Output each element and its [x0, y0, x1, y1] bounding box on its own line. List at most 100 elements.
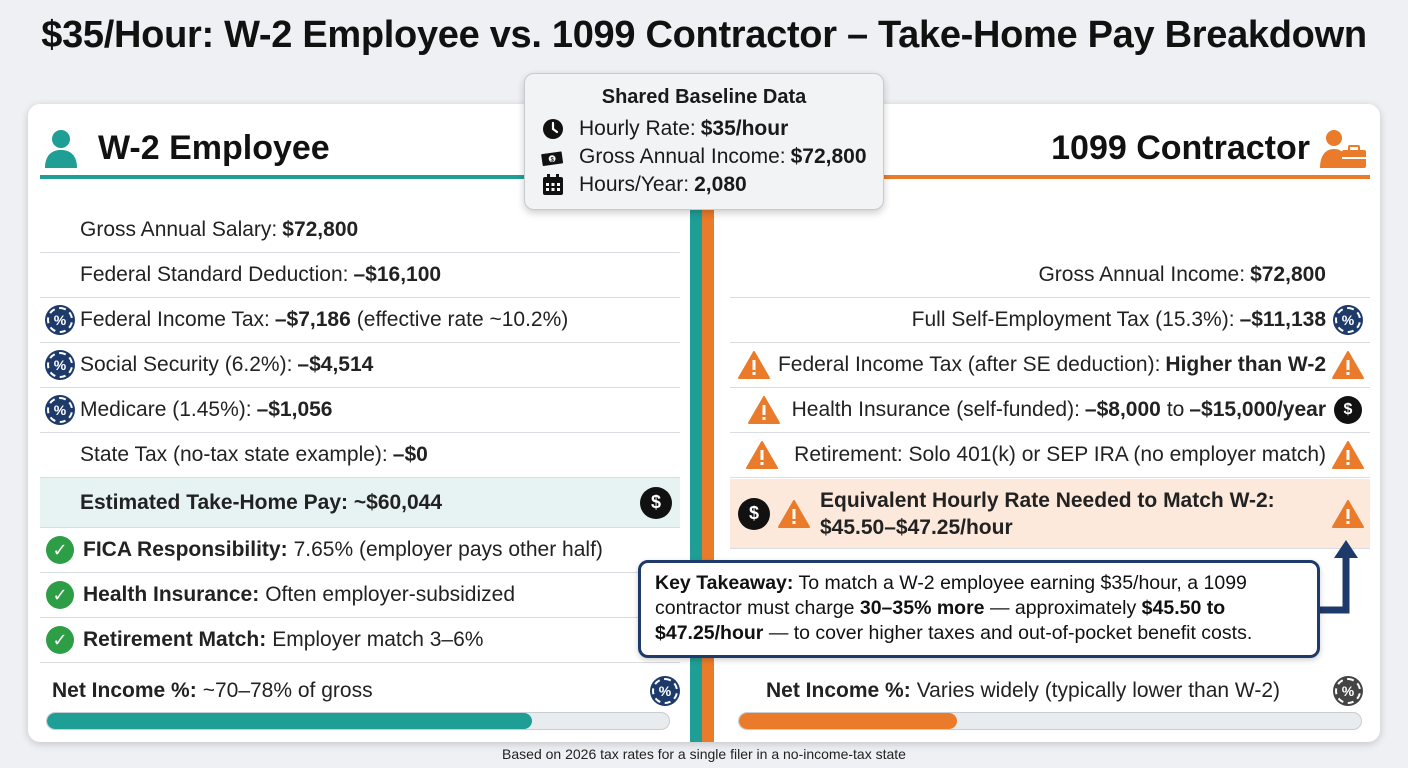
takeaway-text3: — to cover higher taxes and out-of-pocke…	[768, 622, 1253, 644]
benefit-value: Often employer-subsidized	[265, 583, 516, 606]
w2-row-medicare: % Medicare (1.45%): –$1,056	[40, 388, 680, 433]
dollar-icon: $	[738, 497, 770, 530]
dollar-icon: $	[640, 486, 672, 519]
w2-row-social-security: % Social Security (6.2%): –$4,514	[40, 343, 680, 388]
shared-baseline-card: Shared Baseline Data Hourly Rate: $35/ho…	[524, 73, 884, 210]
w2-net-income-bar	[46, 712, 670, 730]
contractor-heading-label: 1099 Contractor	[1051, 128, 1310, 167]
takeaway-lead: Key Takeaway:	[655, 572, 794, 594]
baseline-label: Hours/Year:	[579, 173, 690, 196]
takeaway-text2: — approximately	[989, 597, 1137, 619]
svg-text:$: $	[550, 157, 554, 163]
row-label: Federal Income Tax:	[80, 308, 270, 331]
contractor-briefcase-icon	[1320, 130, 1366, 168]
page-title: $35/Hour: W-2 Employee vs. 1099 Contract…	[41, 14, 1367, 56]
w2-row-state-tax: State Tax (no-tax state example): –$0	[40, 433, 680, 478]
benefit-label: FICA Responsibility:	[83, 538, 288, 561]
w2-row-gross: Gross Annual Salary: $72,800	[40, 208, 680, 253]
percent-icon: %	[652, 677, 678, 704]
row-label: Social Security (6.2%):	[80, 353, 293, 376]
baseline-value: 2,080	[694, 173, 747, 196]
row-label: Full Self-Employment Tax (15.3%):	[911, 308, 1235, 331]
take-home-label: Estimated Take-Home Pay: ~$60,044	[80, 490, 443, 514]
benefit-value: 7.65% (employer pays other half)	[293, 538, 603, 561]
warning-icon	[737, 351, 770, 379]
contractor-heading-rule	[714, 175, 1370, 179]
baseline-value: $35/hour	[700, 117, 789, 140]
percent-icon: %	[1335, 677, 1361, 704]
benefit-value: Employer match 3–6%	[272, 628, 484, 651]
contractor-net-income-bar	[738, 712, 1362, 730]
equiv-line1: Equivalent Hourly Rate Needed to Match W…	[820, 488, 1275, 512]
baseline-title: Shared Baseline Data	[601, 86, 807, 108]
dollar-icon: $	[1334, 396, 1362, 424]
footnote: Based on 2026 tax rates for a single fil…	[502, 746, 906, 762]
contractor-row-se-tax: Full Self-Employment Tax (15.3%): –$11,1…	[730, 298, 1370, 343]
takeaway-bold2: $45.50 to $47.25/hour	[655, 597, 1226, 644]
w2-row-deduction: Federal Standard Deduction: –$16,100	[40, 253, 680, 298]
percent-icon: %	[47, 397, 73, 423]
row-label: Medicare (1.45%):	[80, 398, 252, 421]
key-takeaway-box: Key Takeaway: To match a W-2 employee ea…	[638, 560, 1320, 658]
row-value2: –$15,000/year	[1189, 398, 1326, 421]
row-value: –$1,056	[256, 398, 333, 421]
w2-net-income-row: Net Income %: ~70–78% of gross %	[40, 668, 680, 713]
baseline-value: $72,800	[790, 145, 867, 168]
net-label: Net Income %:	[766, 678, 911, 702]
w2-heading: W-2 Employee	[42, 118, 330, 178]
percent-icon: %	[1335, 307, 1361, 333]
benefit-label: Retirement Match:	[83, 628, 267, 651]
arrow-up-icon	[1320, 540, 1358, 614]
equiv-line2: $45.50–$47.25/hour	[820, 515, 1013, 539]
contractor-row-federal-tax: Federal Income Tax (after SE deduction):…	[730, 343, 1370, 388]
row-mid: to	[1166, 398, 1185, 421]
row-label: Retirement: Solo 401(k) or SEP IRA (no e…	[794, 443, 1326, 466]
percent-icon: %	[47, 307, 73, 333]
w2-heading-label: W-2 Employee	[98, 128, 330, 167]
row-value: Higher than W-2	[1165, 353, 1326, 376]
contractor-net-income-row: Net Income %: Varies widely (typically l…	[730, 668, 1370, 713]
contractor-net-income-fill	[739, 713, 957, 729]
contractor-heading: 1099 Contractor	[1051, 118, 1366, 178]
net-label: Net Income %:	[52, 678, 197, 702]
w2-benefit-retirement: ✓ Retirement Match: Employer match 3–6%	[40, 618, 680, 663]
person-icon	[45, 130, 77, 168]
takeaway-text1: To match a W-2 employee earning $35/hour…	[655, 572, 1247, 619]
takeaway-bold1: 30–35% more	[859, 597, 985, 619]
baseline-label: Hourly Rate:	[579, 117, 696, 140]
warning-icon	[746, 441, 779, 469]
row-label: Federal Income Tax (after SE deduction):	[777, 353, 1161, 376]
contractor-equivalent-rate-row: $ Equivalent Hourly Rate Needed to Match…	[730, 479, 1370, 549]
warning-icon	[778, 499, 810, 528]
row-value: $72,800	[1250, 263, 1326, 286]
cash-icon: $	[541, 151, 564, 166]
w2-benefit-health: ✓ Health Insurance: Often employer-subsi…	[40, 573, 680, 618]
clock-icon	[543, 119, 563, 139]
row-value: –$7,186	[274, 308, 351, 331]
w2-heading-rule	[40, 175, 690, 179]
row-value: –$8,000	[1084, 398, 1161, 421]
row-label: Health Insurance (self-funded):	[791, 398, 1080, 421]
check-icon: ✓	[46, 626, 74, 654]
row-value: –$4,514	[297, 353, 374, 376]
row-value: –$16,100	[353, 263, 442, 286]
baseline-item-gross: $ Gross Annual Income: $72,800	[541, 143, 867, 171]
contractor-row-health: Health Insurance (self-funded): –$8,000 …	[730, 388, 1370, 433]
row-value: –$11,138	[1239, 308, 1326, 331]
net-value: ~70–78% of gross	[202, 678, 373, 702]
row-label: Gross Annual Salary:	[80, 218, 278, 241]
row-label: State Tax (no-tax state example):	[80, 443, 388, 466]
w2-row-federal-tax: % Federal Income Tax: –$7,186 (effective…	[40, 298, 680, 343]
w2-net-income-fill	[47, 713, 533, 729]
baseline-item-hourly: Hourly Rate: $35/hour	[541, 115, 867, 143]
warning-icon	[1332, 351, 1364, 379]
calendar-icon	[543, 174, 563, 195]
contractor-row-retirement: Retirement: Solo 401(k) or SEP IRA (no e…	[730, 433, 1370, 478]
warning-icon	[1332, 441, 1364, 469]
row-value: –$0	[392, 443, 428, 466]
baseline-label: Gross Annual Income:	[579, 145, 786, 168]
net-value: Varies widely (typically lower than W-2)	[916, 678, 1281, 702]
baseline-item-hours: Hours/Year: 2,080	[541, 171, 867, 199]
row-label: Federal Standard Deduction:	[80, 263, 349, 286]
benefit-label: Health Insurance:	[83, 583, 260, 606]
